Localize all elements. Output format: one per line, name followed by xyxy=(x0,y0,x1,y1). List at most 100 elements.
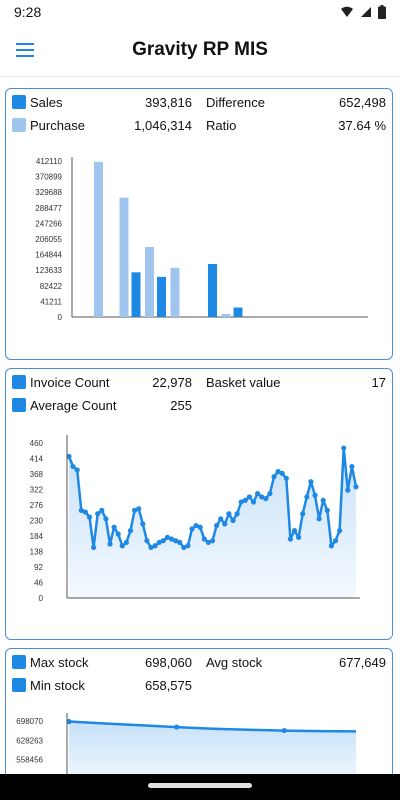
max-stock-label: Max stock xyxy=(30,655,89,670)
purchase-value: 1,046,314 xyxy=(134,118,192,133)
invoice-point xyxy=(66,453,72,460)
invoice-point xyxy=(271,474,277,480)
bar-sales xyxy=(157,276,166,317)
invoice-point xyxy=(86,514,93,520)
invoice-point xyxy=(255,490,261,497)
sales-purchase-bar-chart: 4121103708993296882884772472662060551648… xyxy=(35,157,368,322)
invoice-point xyxy=(95,511,101,517)
average-count-label: Average Count xyxy=(30,398,117,413)
invoice-point xyxy=(320,497,326,503)
hamburger-icon xyxy=(16,43,34,45)
sales-value: 393,816 xyxy=(145,95,192,110)
bar-purchase xyxy=(221,313,231,317)
avg-stock-label: Avg stock xyxy=(206,655,263,670)
invoice-point xyxy=(115,531,121,537)
battery-icon xyxy=(378,5,386,19)
invoice-point xyxy=(214,522,220,529)
bar-y-tick-label: 0 xyxy=(58,313,63,322)
bar-y-tick-label: 123633 xyxy=(35,266,62,275)
bar-sales xyxy=(131,272,141,317)
purchase-legend-swatch xyxy=(12,118,26,132)
average-row: Average Count 255 xyxy=(12,396,386,416)
invoice-point xyxy=(316,516,322,522)
invoice-point xyxy=(246,494,252,500)
bar-purchase xyxy=(145,246,154,317)
stock-point xyxy=(66,718,72,725)
invoice-card[interactable]: Invoice Count 22,978 Basket value 17 Ave… xyxy=(5,368,393,640)
sales-label: Sales xyxy=(30,95,63,110)
invoice-point xyxy=(181,544,187,551)
invoice-point xyxy=(234,511,240,517)
invoice-point xyxy=(103,516,109,522)
invoice-point xyxy=(296,534,302,540)
stock-point xyxy=(174,724,180,730)
invoice-y-tick-label: 184 xyxy=(30,532,44,541)
invoice-point xyxy=(230,517,236,524)
app-title: Gravity RP MIS xyxy=(132,39,268,60)
max-stock-row: Max stock 698,060 Avg stock 677,649 xyxy=(12,653,386,673)
invoice-point xyxy=(152,543,158,549)
invoice-point xyxy=(193,522,199,529)
ratio-label: Ratio xyxy=(206,118,237,133)
status-icons xyxy=(340,5,386,19)
ratio-value: 37.64 % xyxy=(338,118,386,133)
invoice-point xyxy=(168,536,175,542)
invoice-y-tick-label: 46 xyxy=(34,579,43,588)
purchase-label: Purchase xyxy=(30,118,85,133)
invoice-point xyxy=(345,487,351,493)
bar-y-tick-label: 82422 xyxy=(40,282,63,291)
invoice-point xyxy=(123,539,129,546)
stock-card[interactable]: Max stock 698,060 Avg stock 677,649 Min … xyxy=(5,648,393,788)
bar-sales xyxy=(208,264,217,317)
invoice-point xyxy=(308,479,314,485)
bar-y-tick-label: 164844 xyxy=(35,251,62,260)
status-bar: 9:28 xyxy=(0,0,400,24)
stock-line xyxy=(68,720,357,733)
menu-button[interactable] xyxy=(12,38,38,62)
purchase-row: Purchase 1,046,314 Ratio 37.64 % xyxy=(12,116,386,136)
invoice-point xyxy=(107,541,113,547)
invoice-point xyxy=(337,528,343,534)
invoice-point xyxy=(332,538,339,544)
invoice-point xyxy=(283,475,289,481)
min-stock-label: Min stock xyxy=(30,678,85,693)
bar-purchase xyxy=(170,267,180,317)
invoice-y-tick-label: 276 xyxy=(30,501,44,510)
bar-purchase xyxy=(119,197,129,317)
invoice-point xyxy=(185,543,191,549)
invoice-point xyxy=(111,524,117,530)
average-legend-swatch xyxy=(12,398,26,412)
invoice-point xyxy=(353,484,359,490)
invoice-area xyxy=(69,448,356,598)
invoice-point xyxy=(70,463,76,470)
invoice-y-tick-label: 414 xyxy=(30,455,44,464)
invoice-point xyxy=(250,499,257,505)
invoice-point xyxy=(279,470,285,476)
bar-y-tick-label: 288477 xyxy=(35,204,62,213)
min-stock-swatch xyxy=(12,678,26,692)
invoice-y-tick-label: 460 xyxy=(30,439,44,448)
difference-label: Difference xyxy=(206,95,266,110)
invoice-count-label: Invoice Count xyxy=(30,375,110,390)
invoice-point xyxy=(218,516,224,522)
invoice-point xyxy=(349,463,355,470)
invoice-point xyxy=(173,538,179,544)
invoice-y-tick-label: 230 xyxy=(30,517,44,526)
invoice-count-value: 22,978 xyxy=(152,375,192,390)
home-gesture-handle[interactable] xyxy=(148,783,252,788)
stock-area xyxy=(69,721,356,787)
invoice-y-tick-label: 0 xyxy=(39,594,44,603)
invoice-point xyxy=(341,445,347,451)
invoice-point xyxy=(287,536,293,542)
bar-y-tick-label: 247266 xyxy=(35,219,62,228)
invoice-y-tick-label: 368 xyxy=(30,470,44,479)
difference-value: 652,498 xyxy=(339,95,386,110)
sales-card[interactable]: Sales 393,816 Difference 652,498 Purchas… xyxy=(5,88,393,360)
app-bar: Gravity RP MIS xyxy=(0,24,400,77)
invoice-point xyxy=(177,539,183,546)
bar-y-tick-label: 412110 xyxy=(36,157,63,166)
sales-row: Sales 393,816 Difference 652,498 xyxy=(12,93,386,113)
invoice-point xyxy=(127,528,134,534)
invoice-point xyxy=(222,521,228,527)
